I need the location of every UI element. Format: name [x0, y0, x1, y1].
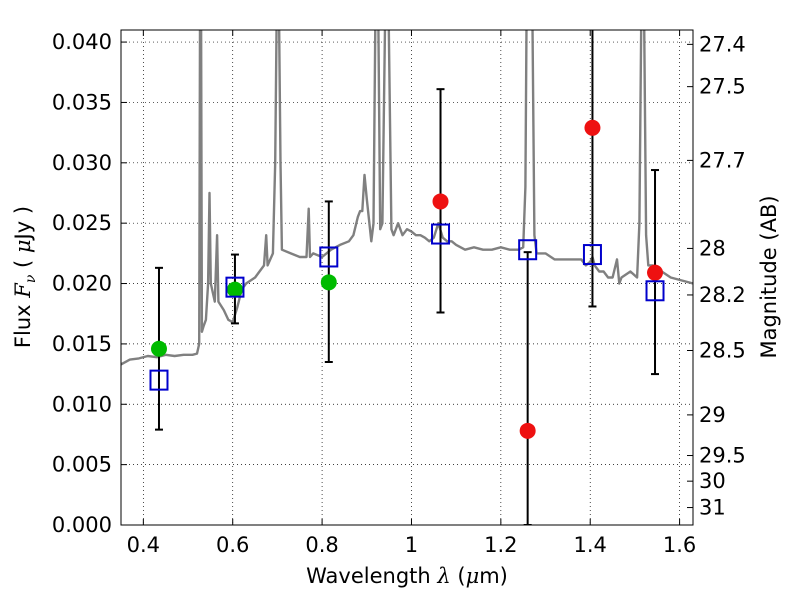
model-point — [319, 246, 339, 268]
x-tick-label: 1 — [405, 533, 418, 557]
model-point — [582, 244, 602, 266]
right-tick-label: 29 — [699, 403, 726, 427]
right-tick-label: 30 — [699, 469, 726, 493]
y-tick-label: 0.020 — [52, 272, 112, 296]
x-tick-label: 1.6 — [663, 533, 696, 557]
y-tick-label: 0.000 — [52, 513, 112, 537]
observed-point-green — [226, 281, 243, 298]
observed-point-red — [584, 119, 601, 136]
right-axis-label: Magnitude (AB) — [757, 195, 781, 358]
y-tick-label: 0.005 — [52, 453, 112, 477]
y-tick-label: 0.015 — [52, 332, 112, 356]
right-tick-label: 27.4 — [699, 32, 746, 56]
y-tick-label: 0.030 — [52, 151, 112, 175]
y-axis-label: Flux Fν ( μJy ) — [11, 206, 39, 348]
y-tick-label: 0.040 — [52, 30, 112, 54]
right-tick-label: 29.5 — [699, 444, 746, 468]
model-point — [225, 276, 245, 298]
model-point — [518, 239, 538, 261]
observed-point-green — [150, 340, 167, 357]
observed-point-red — [647, 264, 664, 281]
x-tick-label: 1.2 — [484, 533, 517, 557]
model-point — [645, 280, 665, 302]
observed-point-red — [519, 422, 536, 439]
right-tick-label: 28.2 — [699, 283, 746, 307]
marker-layer — [149, 119, 665, 439]
x-tick-label: 1.4 — [574, 533, 607, 557]
y-tick-label: 0.035 — [52, 90, 112, 114]
right-tick-label: 28 — [699, 236, 726, 260]
plot-frame — [120, 29, 694, 526]
x-tick-label: 0.8 — [305, 533, 338, 557]
observed-point-green — [320, 274, 337, 291]
x-tick-label: 0.4 — [127, 533, 160, 557]
model-point — [149, 369, 169, 391]
y-tick-label: 0.025 — [52, 211, 112, 235]
ticks: 0.4 0.6 0.8 1 1.2 1.4 1.6 0.000 0.005 0.010 0.015 0… — [52, 30, 746, 557]
right-tick-label: 28.5 — [699, 338, 746, 362]
right-tick-label: 27.5 — [699, 75, 746, 99]
right-tick-label: 27.7 — [699, 148, 746, 172]
model-point — [431, 223, 451, 245]
y-tick-label: 0.010 — [52, 392, 112, 416]
x-axis-label: Wavelength λ (μm) — [306, 564, 508, 588]
observed-point-red — [432, 193, 449, 210]
x-tick-label: 0.6 — [216, 533, 249, 557]
right-tick-label: 31 — [699, 496, 726, 520]
